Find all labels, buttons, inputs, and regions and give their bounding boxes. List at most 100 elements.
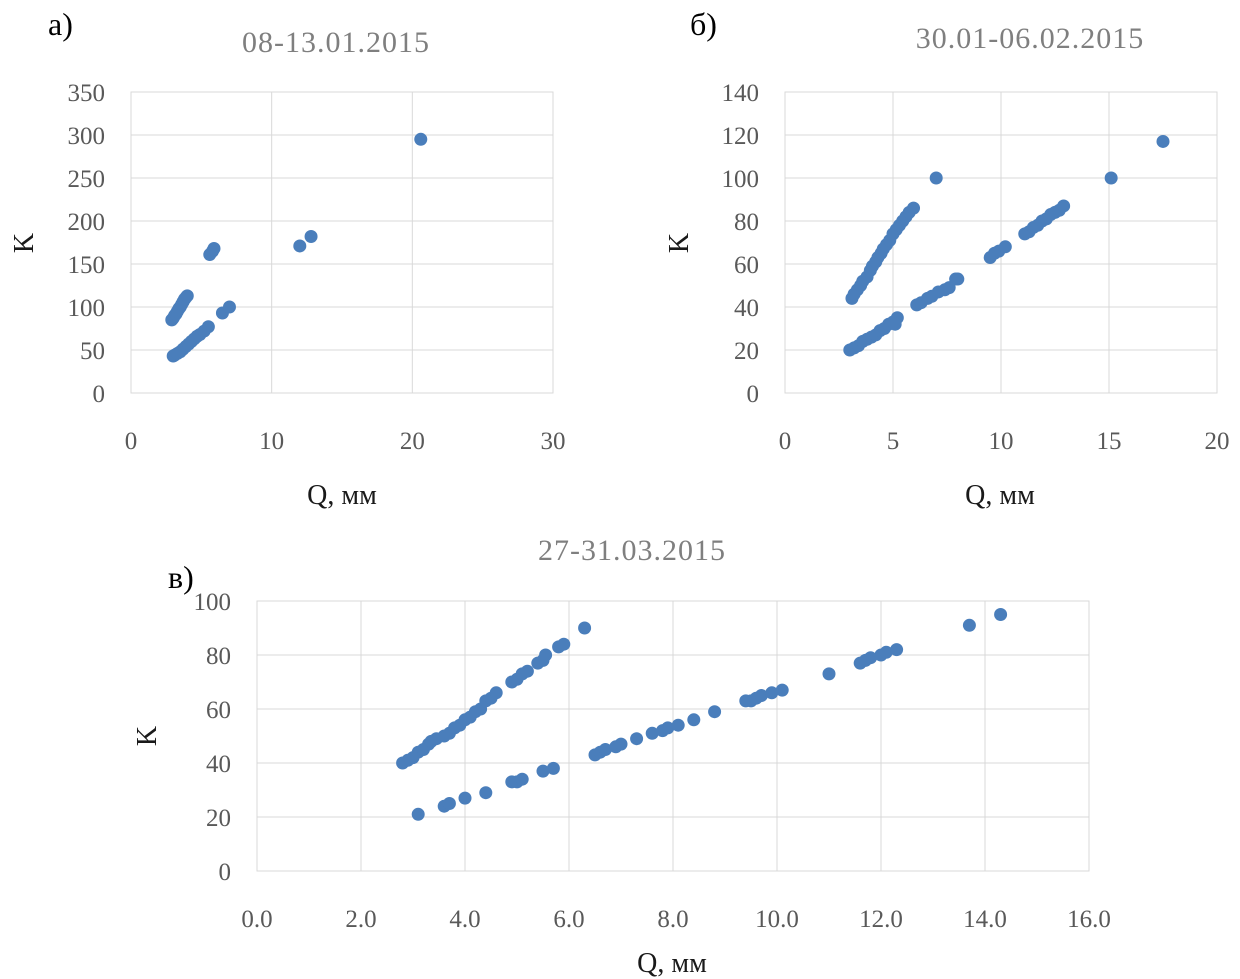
data-point <box>293 239 307 253</box>
y-tick-label: 200 <box>68 209 106 236</box>
x-axis-title-b: Q, мм <box>965 480 1035 511</box>
y-tick-label: 60 <box>734 252 759 279</box>
data-point <box>998 240 1012 254</box>
x-tick-label: 8.0 <box>657 906 688 933</box>
data-point <box>411 807 425 821</box>
x-tick-label: 20 <box>400 428 425 455</box>
data-point <box>442 797 456 810</box>
x-axis-title-a: Q, мм <box>307 480 377 511</box>
data-point <box>962 618 976 632</box>
y-axis-title-b: K <box>664 233 695 253</box>
data-point <box>458 791 472 805</box>
data-point <box>661 721 675 735</box>
y-tick-label: 0 <box>747 381 760 408</box>
y-tick-label: 60 <box>206 697 231 724</box>
y-tick-label: 20 <box>734 338 759 365</box>
data-point <box>201 320 215 334</box>
y-tick-label: 20 <box>206 805 231 832</box>
x-tick-label: 5 <box>887 428 900 455</box>
panel-label-a: а) <box>48 6 73 42</box>
data-point <box>479 786 493 800</box>
x-tick-labels-c: 0.0 2.0 4.0 6.0 8.0 10.0 12.0 14.0 16.0 <box>241 906 1111 933</box>
x-tick-label: 2.0 <box>345 906 376 933</box>
data-point <box>879 645 893 659</box>
y-tick-label: 100 <box>194 589 232 616</box>
y-tick-label: 0 <box>93 381 106 408</box>
chart-panel-a: а) 08-13.01.2015 0 10 20 30 0 50 100 150 200 250… <box>9 6 566 511</box>
y-tick-label: 150 <box>68 252 106 279</box>
data-point <box>180 289 194 303</box>
x-tick-label: 0 <box>125 428 138 455</box>
data-point <box>489 686 503 700</box>
data-point <box>1156 134 1170 148</box>
panel-label-c: в) <box>168 559 194 595</box>
y-tick-label: 140 <box>722 80 760 107</box>
x-tick-label: 14.0 <box>963 906 1007 933</box>
x-tick-label: 12.0 <box>859 906 903 933</box>
data-point <box>1057 199 1071 213</box>
x-tick-label: 4.0 <box>449 906 480 933</box>
data-point <box>414 132 428 146</box>
y-tick-label: 120 <box>722 123 760 150</box>
chart-panel-c: в) 27-31.03.2015 0.0 2.0 4.0 6.0 8.0 10.0 12.0… <box>132 534 1111 979</box>
data-point <box>708 705 722 719</box>
panel-label-b: б) <box>690 6 717 42</box>
x-tick-label: 10 <box>259 428 284 455</box>
data-point <box>614 737 628 751</box>
plot-area-b <box>784 91 1218 394</box>
data-point <box>536 764 550 778</box>
y-tick-label: 40 <box>734 295 759 322</box>
y-axis-title-c: K <box>132 726 163 746</box>
y-tick-label: 40 <box>206 751 231 778</box>
y-tick-label: 350 <box>68 80 106 107</box>
data-point <box>598 743 612 756</box>
data-point <box>546 761 560 775</box>
y-tick-labels-c: 0 20 40 60 80 100 <box>194 589 232 886</box>
y-tick-label: 80 <box>206 643 231 670</box>
data-point <box>929 171 943 185</box>
chart-title-c: 27-31.03.2015 <box>538 534 726 567</box>
data-point <box>687 713 701 727</box>
gridlines-c <box>256 600 1090 872</box>
chart-panel-b: б) 30.01-06.02.2015 0 5 10 15 20 0 20 40 60 80 10… <box>664 6 1230 511</box>
x-axis-title-c: Q, мм <box>637 948 707 979</box>
y-tick-label: 80 <box>734 209 759 236</box>
data-point <box>754 689 768 702</box>
data-point <box>630 732 644 746</box>
x-tick-label: 10.0 <box>755 906 799 933</box>
y-tick-labels-a: 0 50 100 150 200 250 300 350 <box>68 80 106 408</box>
data-point <box>222 300 236 314</box>
chart-title-b: 30.01-06.02.2015 <box>916 22 1145 55</box>
data-point <box>304 229 318 243</box>
data-point <box>645 726 659 740</box>
y-tick-labels-b: 0 20 40 60 80 100 120 140 <box>722 80 760 408</box>
data-point <box>951 272 965 286</box>
data-point <box>207 242 221 256</box>
x-tick-label: 0.0 <box>241 906 272 933</box>
data-point <box>907 201 921 215</box>
x-tick-label: 20 <box>1205 428 1230 455</box>
data-point <box>578 621 592 635</box>
data-points-c <box>396 608 1008 821</box>
x-tick-label: 30 <box>541 428 566 455</box>
data-point <box>515 772 529 786</box>
data-point <box>994 608 1008 621</box>
x-tick-label: 16.0 <box>1067 906 1111 933</box>
data-point <box>765 686 779 700</box>
y-tick-label: 100 <box>68 295 106 322</box>
y-tick-label: 300 <box>68 123 106 150</box>
data-point <box>539 648 553 662</box>
data-points-a <box>165 132 428 363</box>
data-point <box>864 651 878 665</box>
x-tick-label: 6.0 <box>553 906 584 933</box>
x-tick-label: 10 <box>989 428 1014 455</box>
x-tick-label: 0 <box>779 428 792 455</box>
plot-area-c <box>256 600 1090 872</box>
data-point <box>671 718 685 732</box>
data-point <box>520 664 534 678</box>
gridlines-a <box>130 91 554 394</box>
data-point <box>888 317 902 331</box>
data-point <box>890 643 904 657</box>
chart-title-a: 08-13.01.2015 <box>242 26 430 59</box>
data-points-b <box>843 134 1170 357</box>
